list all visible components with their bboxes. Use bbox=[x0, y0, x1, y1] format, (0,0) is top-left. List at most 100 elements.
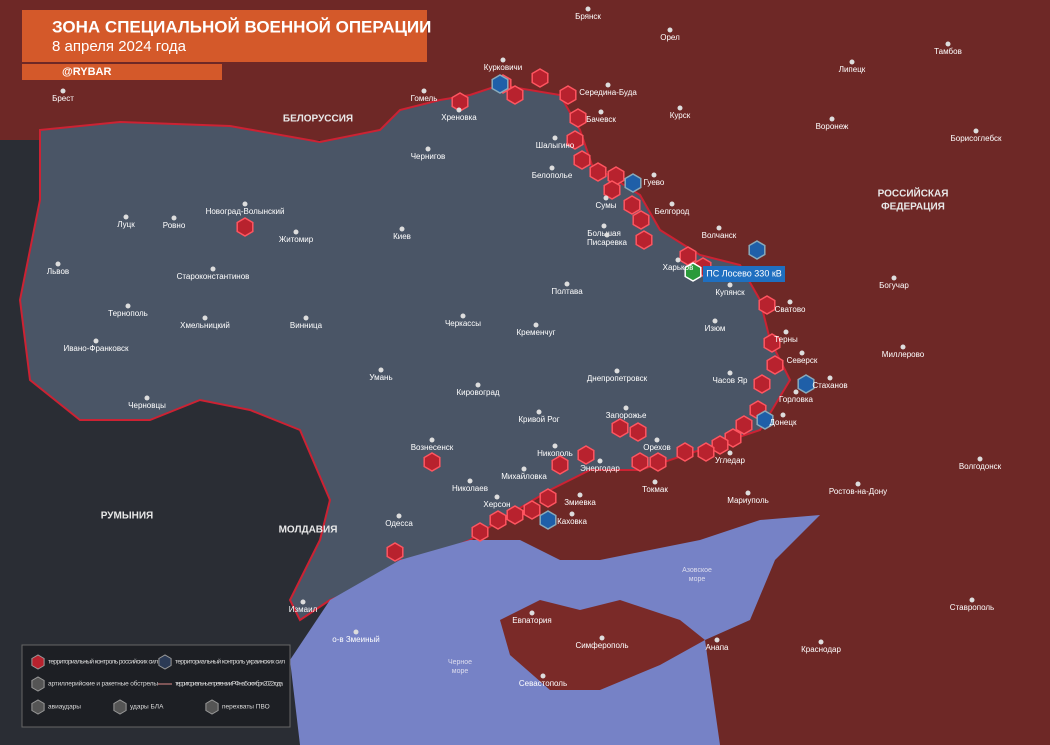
sea-label: море bbox=[689, 576, 706, 583]
city-dot bbox=[577, 492, 583, 498]
city-label: Чернигов bbox=[411, 152, 446, 161]
city-label: Житомир bbox=[279, 235, 314, 244]
city-dot bbox=[242, 201, 248, 207]
city-label: Луцк bbox=[117, 220, 135, 229]
attack-marker bbox=[763, 333, 781, 353]
legend-swatch bbox=[158, 654, 172, 670]
city-label: Хреновка bbox=[441, 113, 477, 122]
city-label: Гомель bbox=[411, 94, 438, 103]
city-dot bbox=[603, 195, 609, 201]
attack-marker bbox=[506, 85, 524, 105]
city-dot bbox=[536, 409, 542, 415]
city-dot bbox=[716, 225, 722, 231]
header-box bbox=[22, 10, 427, 62]
city-label: Воронеж bbox=[816, 122, 849, 131]
city-dot bbox=[973, 128, 979, 134]
attack-marker bbox=[632, 210, 650, 230]
country-label: РУМЫНИЯ bbox=[101, 511, 153, 522]
city-label: Кременчуг bbox=[516, 328, 555, 337]
legend-label: авиаудары bbox=[48, 704, 81, 711]
attack-marker bbox=[629, 422, 647, 442]
city-dot bbox=[827, 375, 833, 381]
city-label: Полтава bbox=[551, 287, 583, 296]
city-dot bbox=[353, 629, 359, 635]
ua-marker bbox=[491, 74, 509, 94]
city-dot bbox=[521, 466, 527, 472]
city-label: Сумы bbox=[596, 201, 617, 210]
attack-marker bbox=[635, 230, 653, 250]
attack-marker bbox=[735, 415, 753, 435]
city-label: Анапа bbox=[706, 643, 730, 652]
city-label: Евпатория bbox=[512, 616, 551, 625]
city-label: Курск bbox=[670, 111, 691, 120]
city-dot bbox=[60, 88, 66, 94]
attack-marker bbox=[676, 442, 694, 462]
city-label: Каховка bbox=[557, 517, 587, 526]
city-dot bbox=[977, 456, 983, 462]
city-label: Днепропетровск bbox=[587, 374, 648, 383]
city-dot bbox=[855, 481, 861, 487]
city-label: Борисоглебск bbox=[951, 134, 1002, 143]
city-label: Змиевка bbox=[564, 498, 596, 507]
city-dot bbox=[849, 59, 855, 65]
city-dot bbox=[467, 478, 473, 484]
attack-marker bbox=[724, 428, 742, 448]
city-label: Новоград-Волынский bbox=[206, 207, 285, 216]
city-label: Умань bbox=[369, 373, 392, 382]
city-label: Угледар bbox=[715, 456, 746, 465]
city-label: Запорожье bbox=[606, 411, 647, 420]
city-label: Горловка bbox=[779, 395, 814, 404]
city-dot bbox=[399, 226, 405, 232]
city-dot bbox=[378, 367, 384, 373]
city-dot bbox=[540, 673, 546, 679]
city-label: Ростов-на-Дону bbox=[829, 487, 887, 496]
city-label: Харьков bbox=[663, 263, 694, 272]
city-label: Изюм bbox=[705, 324, 726, 333]
city-label: Тернополь bbox=[108, 309, 148, 318]
attack-marker bbox=[566, 130, 584, 150]
city-dot bbox=[529, 610, 535, 616]
attack-marker bbox=[589, 162, 607, 182]
city-dot bbox=[727, 370, 733, 376]
city-dot bbox=[456, 107, 462, 113]
attack-marker bbox=[551, 455, 569, 475]
city-dot bbox=[793, 389, 799, 395]
attack-marker bbox=[631, 452, 649, 472]
attack-marker bbox=[573, 150, 591, 170]
city-label: Бачевск bbox=[586, 115, 616, 124]
city-dot bbox=[564, 281, 570, 287]
city-dot bbox=[585, 6, 591, 12]
city-dot bbox=[669, 201, 675, 207]
city-label: Богучар bbox=[879, 281, 909, 290]
city-label: Черновцы bbox=[128, 401, 166, 410]
city-label: Ставрополь bbox=[950, 603, 994, 612]
attack-marker bbox=[531, 68, 549, 88]
city-dot bbox=[171, 215, 177, 221]
city-label: Никополь bbox=[537, 449, 573, 458]
city-label: Михайловка bbox=[501, 472, 547, 481]
city-label: Львов bbox=[47, 267, 69, 276]
city-dot bbox=[651, 172, 657, 178]
substation-marker bbox=[684, 262, 702, 282]
country-label: ФЕДЕРАЦИЯ bbox=[881, 202, 945, 213]
city-label: Белгород bbox=[655, 207, 690, 216]
city-label: Середина-Буда bbox=[579, 88, 637, 97]
city-dot bbox=[601, 223, 607, 229]
legend-swatch bbox=[205, 699, 219, 715]
attack-marker bbox=[697, 442, 715, 462]
city-label: Купянск bbox=[715, 288, 745, 297]
city-dot bbox=[900, 344, 906, 350]
city-dot bbox=[475, 382, 481, 388]
city-dot bbox=[144, 395, 150, 401]
city-label: Измаил bbox=[289, 605, 318, 614]
callout-box bbox=[703, 266, 785, 282]
attack-marker bbox=[753, 374, 771, 394]
attack-marker bbox=[679, 246, 697, 266]
brand: @RYBAR bbox=[62, 66, 111, 78]
attack-marker bbox=[539, 488, 557, 508]
attack-marker bbox=[603, 180, 621, 200]
city-label: Хмельницкий bbox=[180, 321, 230, 330]
city-dot bbox=[425, 146, 431, 152]
city-dot bbox=[667, 27, 673, 33]
city-dot bbox=[652, 479, 658, 485]
